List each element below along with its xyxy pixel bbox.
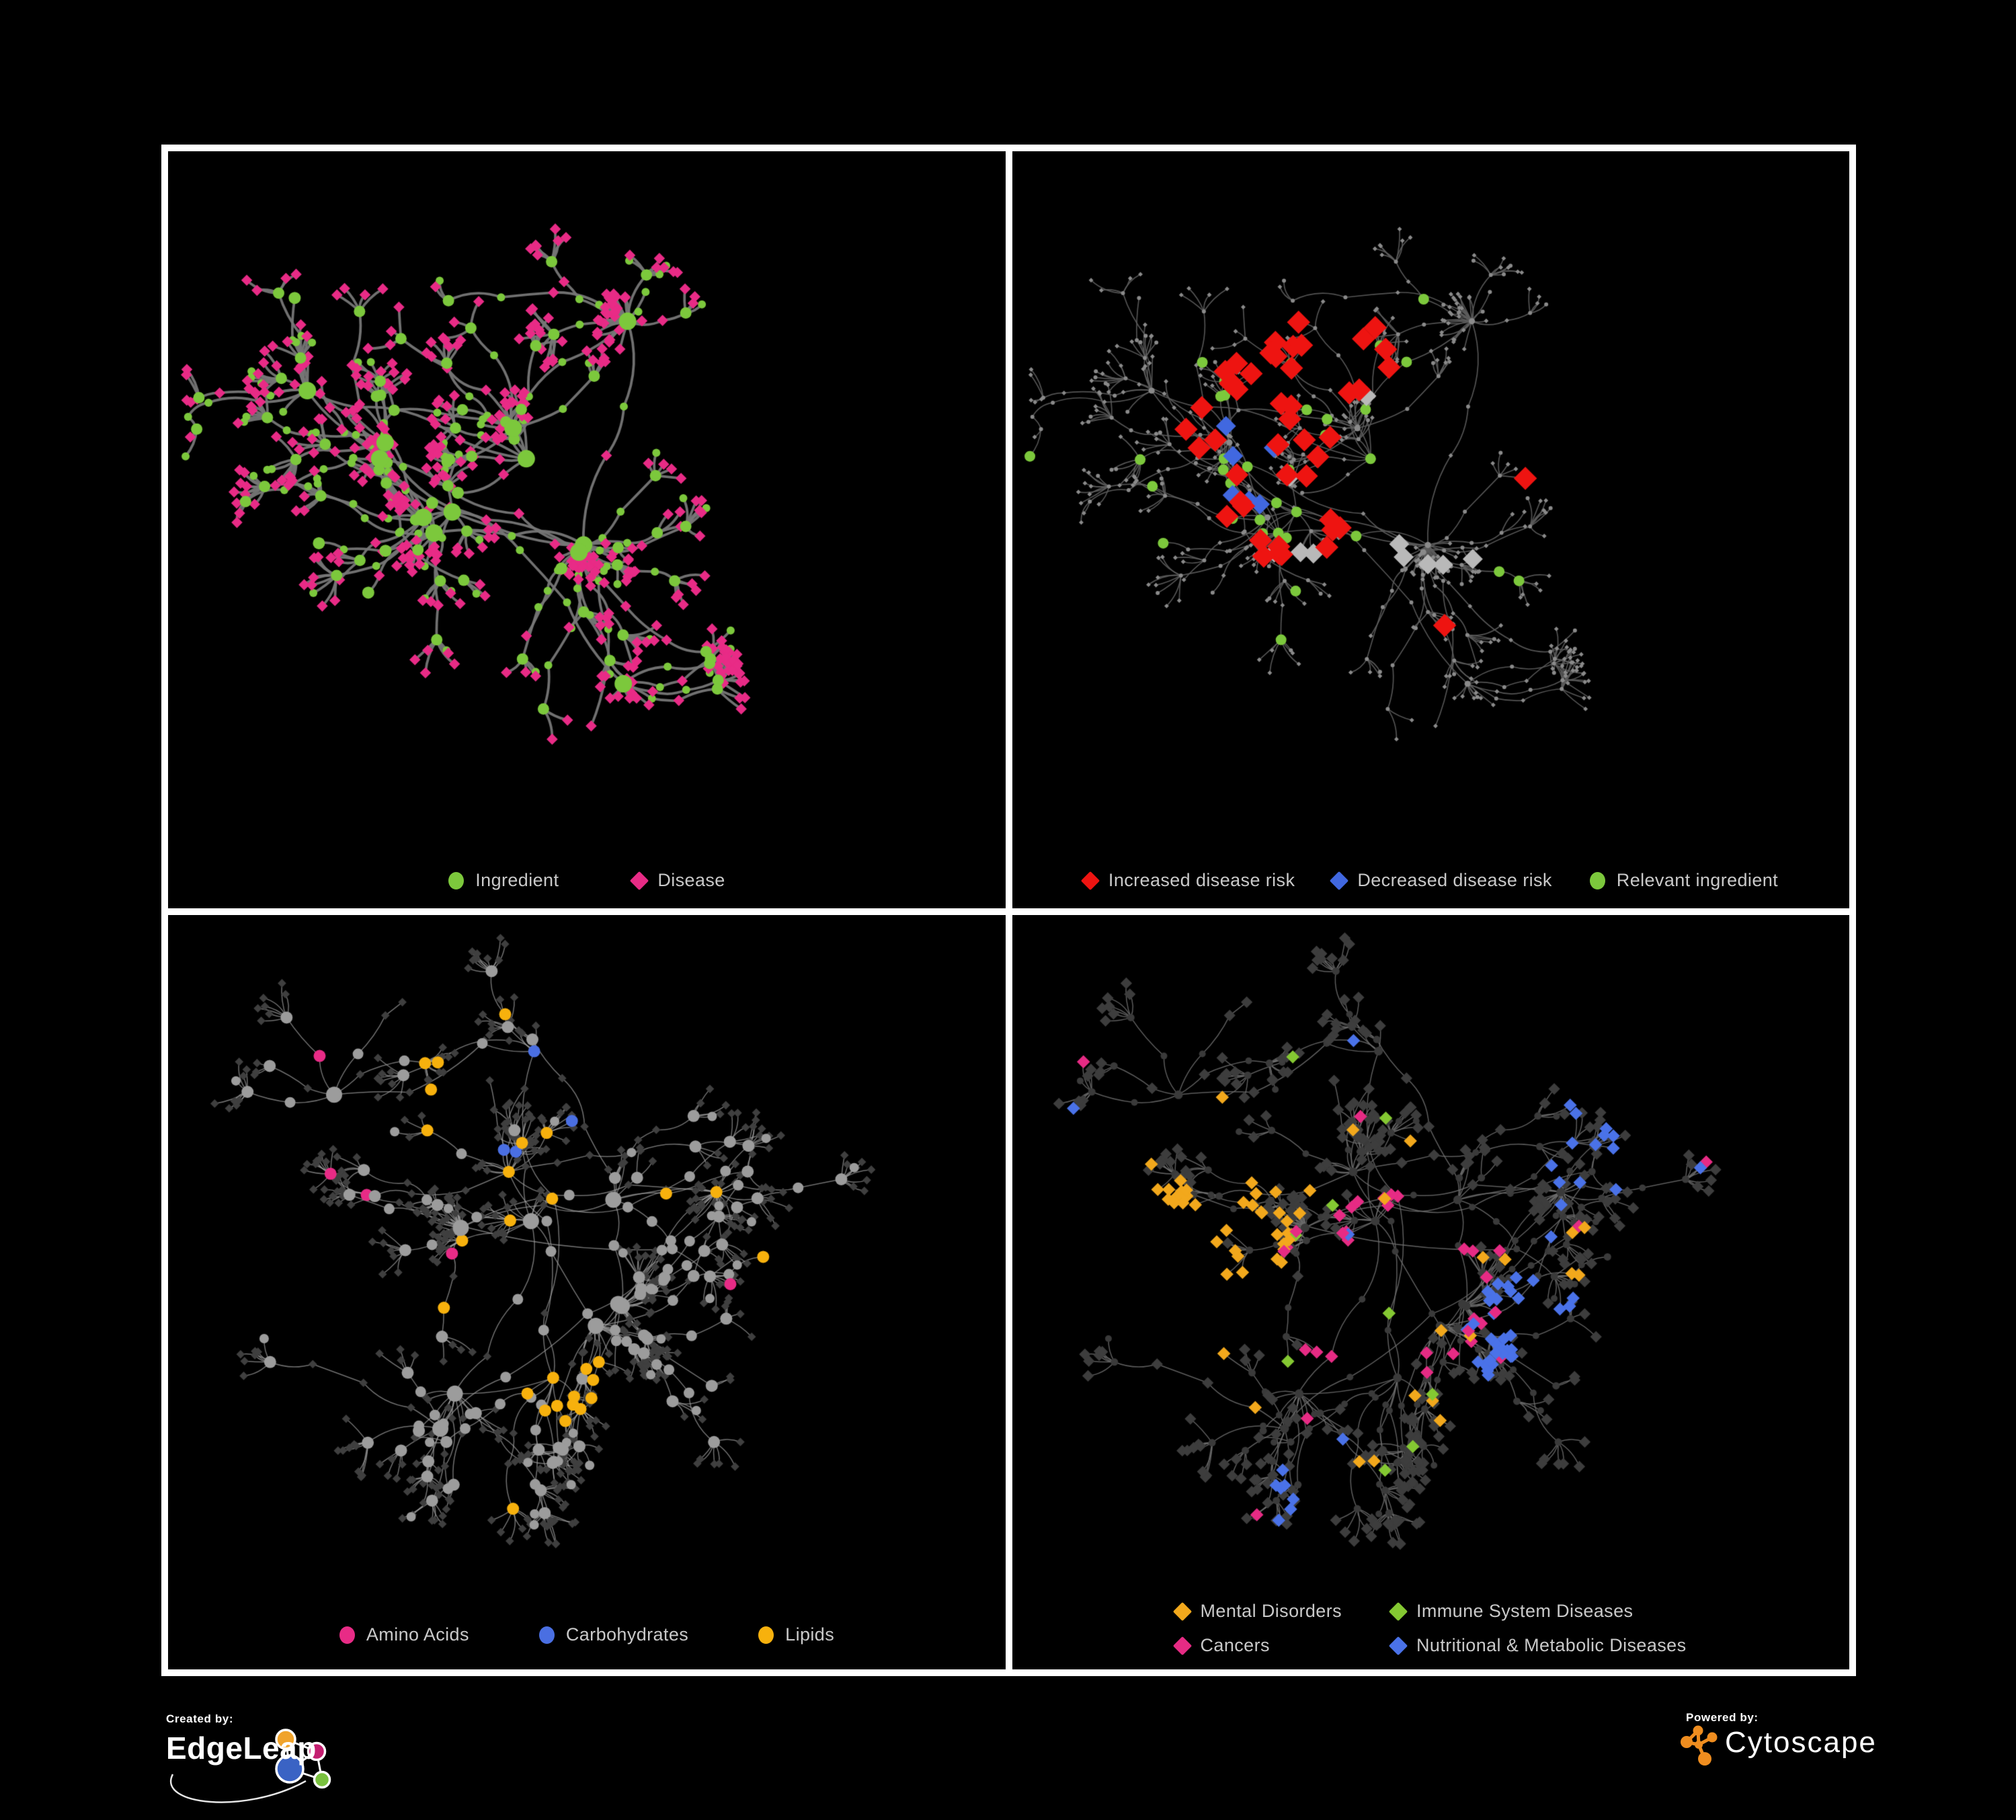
legend-item-disease: Disease <box>630 870 725 891</box>
network-canvas-disease-classes <box>1012 915 1849 1669</box>
cytoscape-branding: Powered by: Cytoscape <box>1681 1711 1897 1792</box>
circle-marker-icon <box>758 1626 774 1644</box>
legend-label: Decreased disease risk <box>1357 870 1552 890</box>
legend-label: Ingredient <box>475 870 559 890</box>
circle-marker-icon <box>339 1626 355 1644</box>
legend-nutrient-classes: Amino Acids Carbohydrates Lipids <box>168 1624 1006 1645</box>
legend-label: Cancers <box>1200 1635 1270 1655</box>
cytoscape-wordmark: Cytoscape <box>1725 1726 1877 1759</box>
legend-label: Nutritional & Metabolic Diseases <box>1416 1635 1687 1655</box>
circle-marker-icon <box>448 871 465 889</box>
legend-item-nutritional-metabolic-diseases: Nutritional & Metabolic Diseases <box>1388 1635 1687 1656</box>
diamond-marker-icon <box>630 871 649 890</box>
panel-ingredient-disease: Ingredient Disease <box>161 145 1012 915</box>
legend-label: Lipids <box>785 1624 835 1645</box>
legend-label: Immune System Diseases <box>1416 1601 1634 1621</box>
legend-item-mental-disorders: Mental Disorders <box>1172 1601 1342 1622</box>
legend-label: Amino Acids <box>366 1624 469 1645</box>
legend-ingredient-disease: Ingredient Disease <box>168 870 1006 891</box>
panel-nutrient-classes: Amino Acids Carbohydrates Lipids <box>161 908 1012 1676</box>
network-canvas-ingredient-disease <box>168 151 1006 908</box>
circle-marker-icon <box>538 1626 555 1644</box>
network-canvas-disease-risk <box>1012 151 1849 908</box>
legend-item-increased-disease-risk: Increased disease risk <box>1080 870 1295 891</box>
legend-label: Relevant ingredient <box>1616 870 1779 890</box>
legend-item-decreased-disease-risk: Decreased disease risk <box>1330 870 1552 891</box>
panel-disease-classes: Mental Disorders Immune System Diseases Ca… <box>1006 908 1856 1676</box>
legend-item-amino-acids: Amino Acids <box>339 1624 469 1645</box>
legend-item-carbohydrates: Carbohydrates <box>538 1624 689 1645</box>
legend-item-cancers: Cancers <box>1172 1635 1342 1656</box>
legend-disease-risk: Increased disease risk Decreased disease … <box>1012 870 1849 891</box>
created-by-label: Created by: <box>166 1712 234 1725</box>
legend-label: Carbohydrates <box>565 1624 689 1645</box>
diamond-marker-icon <box>1388 1601 1408 1621</box>
legend-item-immune-system-diseases: Immune System Diseases <box>1388 1601 1686 1622</box>
legend-item-lipids: Lipids <box>758 1624 834 1645</box>
legend-label: Disease <box>657 870 725 890</box>
edgeleap-swoosh <box>170 1774 307 1803</box>
panel-disease-risk: Increased disease risk Decreased disease … <box>1006 145 1856 915</box>
diamond-marker-icon <box>1172 1601 1192 1621</box>
circle-marker-icon <box>1589 871 1605 889</box>
diamond-marker-icon <box>1388 1636 1408 1655</box>
legend-disease-classes: Mental Disorders Immune System Diseases Ca… <box>1012 1601 1849 1656</box>
network-canvas-nutrient-classes <box>168 915 1006 1669</box>
cytoscape-logo-nodes <box>1681 1725 1718 1766</box>
powered-by-label: Powered by: <box>1686 1711 1759 1724</box>
legend-item-relevant-ingredient: Relevant ingredient <box>1589 870 1779 891</box>
diamond-marker-icon <box>1330 871 1349 890</box>
edgeleap-wordmark: EdgeLeap <box>166 1731 317 1766</box>
cytoscape-logo-icon <box>1681 1725 1718 1766</box>
diamond-marker-icon <box>1172 1636 1192 1655</box>
legend-label: Increased disease risk <box>1108 870 1295 890</box>
diamond-marker-icon <box>1080 871 1100 890</box>
legend-label: Mental Disorders <box>1200 1601 1342 1621</box>
edgeleap-branding: Created by: EdgeLeap <box>166 1712 448 1813</box>
legend-item-ingredient: Ingredient <box>448 870 559 891</box>
